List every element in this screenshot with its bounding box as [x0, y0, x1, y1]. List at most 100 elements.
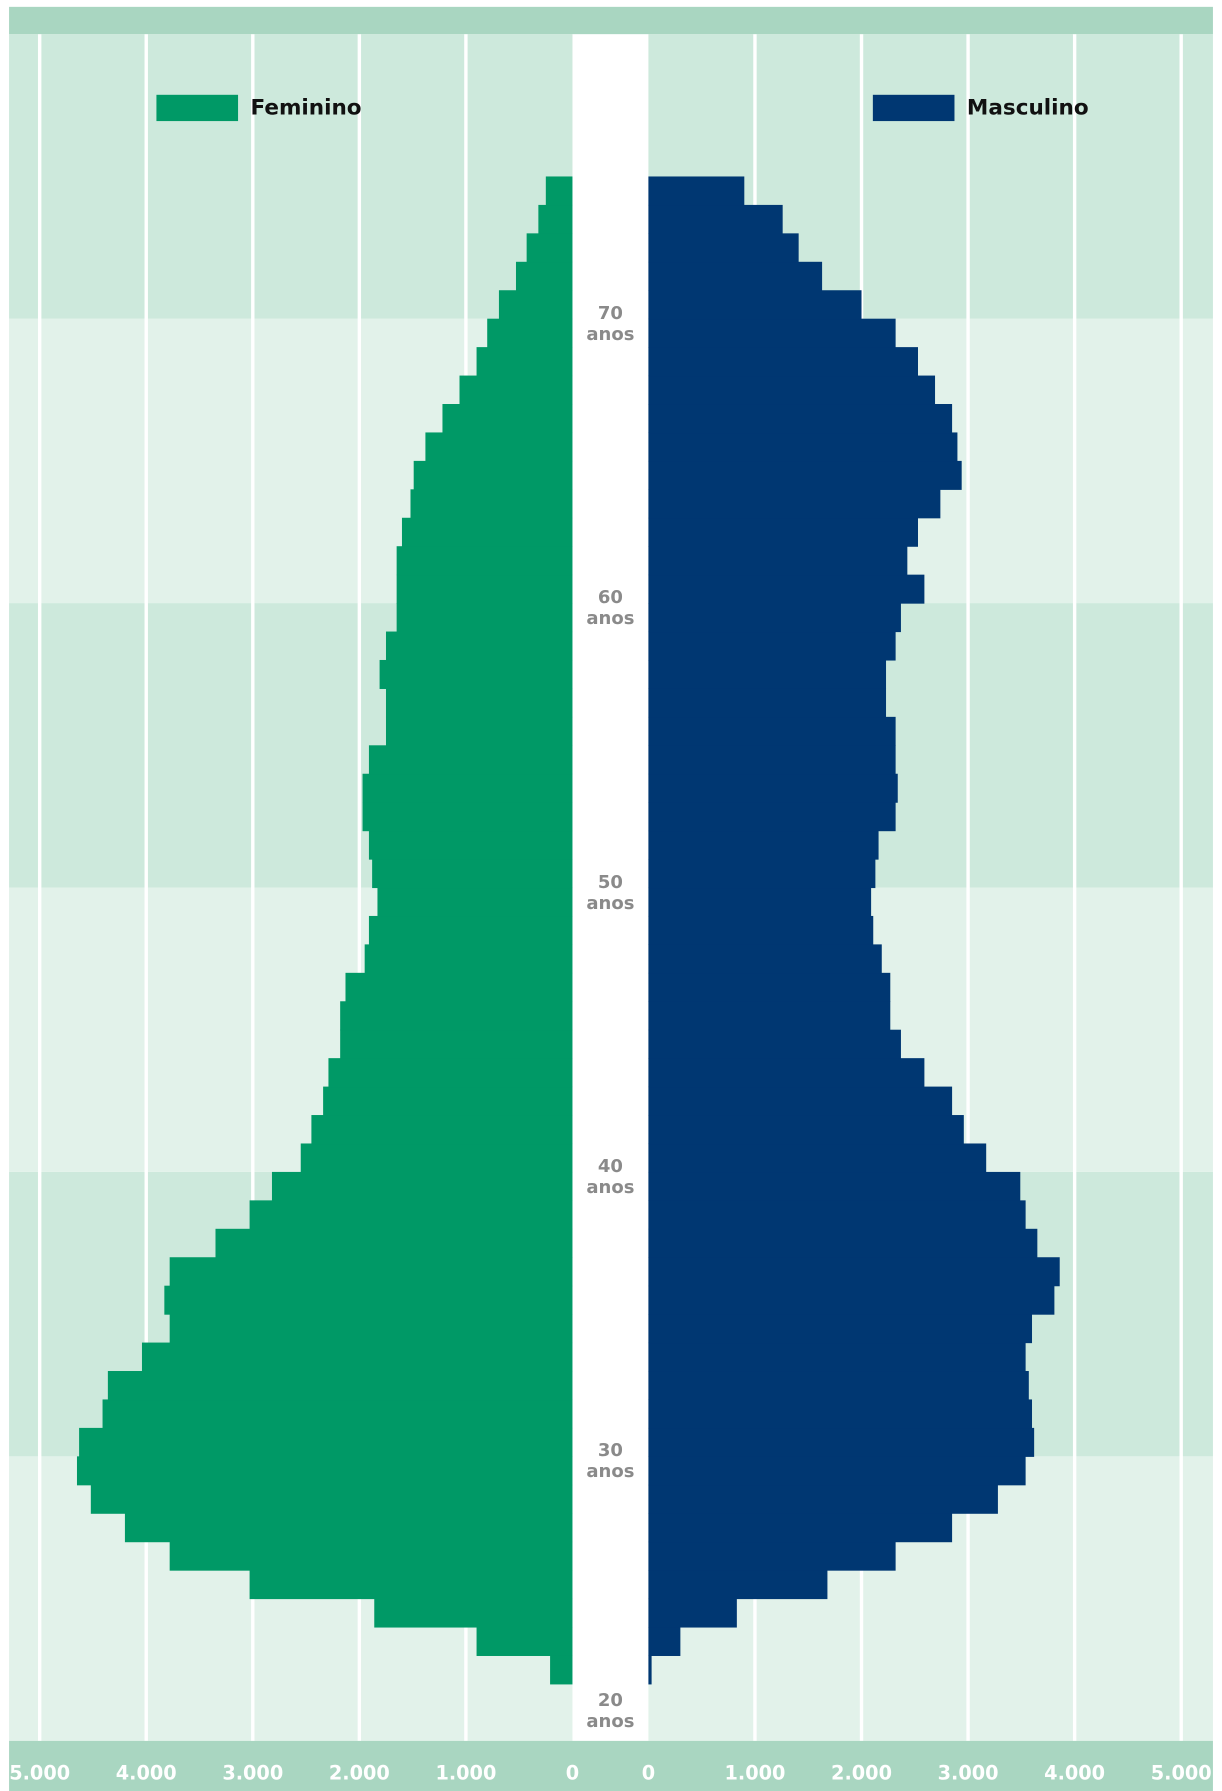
- x-tick-label: 2.000: [329, 1761, 390, 1784]
- bar: [648, 1598, 737, 1628]
- bar: [124, 1513, 573, 1543]
- bar: [648, 375, 936, 405]
- x-tick-label: 5.000: [9, 1761, 70, 1784]
- bar: [311, 1115, 573, 1145]
- bar: [648, 944, 882, 974]
- bar: [164, 1285, 573, 1315]
- bar: [648, 261, 823, 291]
- bar: [648, 1115, 964, 1145]
- y-tick-label: 50 anos: [586, 871, 635, 914]
- bar: [648, 233, 799, 263]
- bar: [459, 375, 573, 405]
- legend-item: Feminino: [156, 94, 362, 122]
- bar: [425, 432, 573, 462]
- bar: [648, 176, 745, 206]
- bar: [107, 1371, 573, 1401]
- bar: [526, 233, 573, 263]
- bar: [249, 1200, 573, 1230]
- x-tick-label: 4.000: [116, 1761, 177, 1784]
- y-tick-label: 40 anos: [586, 1155, 635, 1198]
- bar: [550, 1655, 573, 1685]
- bar: [648, 1399, 1033, 1429]
- bar: [648, 859, 876, 889]
- y-tick-label: 20 anos: [586, 1690, 635, 1733]
- legend-swatch: [156, 94, 239, 122]
- bar: [648, 688, 887, 718]
- bar: [648, 659, 887, 689]
- bar: [648, 1029, 901, 1059]
- bar: [362, 802, 573, 832]
- bar: [515, 261, 573, 291]
- bar: [648, 1456, 1026, 1486]
- x-tick-label: 3.000: [938, 1761, 999, 1784]
- x-tick-label: 0: [566, 1761, 579, 1784]
- bar: [648, 745, 896, 775]
- bar: [368, 830, 573, 860]
- bar: [169, 1541, 573, 1571]
- top-strip: [9, 6, 1213, 35]
- bar: [401, 517, 573, 547]
- bar: [323, 1086, 573, 1116]
- bar: [385, 688, 573, 718]
- bar: [648, 1285, 1055, 1315]
- bar: [169, 1314, 573, 1344]
- legend-label: Feminino: [251, 95, 362, 120]
- bar: [648, 204, 783, 234]
- bar: [538, 204, 573, 234]
- bar: [648, 802, 896, 832]
- y-tick-label: 60 anos: [586, 587, 635, 630]
- x-tick-label: 5.000: [1151, 1761, 1212, 1784]
- bar: [648, 1427, 1035, 1457]
- y-tick-label: 30 anos: [586, 1440, 635, 1483]
- bar: [340, 1001, 573, 1031]
- bar: [379, 659, 573, 689]
- bar: [368, 915, 573, 945]
- bar: [215, 1228, 573, 1258]
- bar: [90, 1484, 573, 1514]
- legend-label: Masculino: [967, 95, 1089, 120]
- bar: [487, 318, 573, 348]
- x-tick-label: 2.000: [831, 1761, 892, 1784]
- bar: [648, 460, 962, 490]
- bar: [648, 1058, 925, 1088]
- bar: [648, 603, 901, 633]
- bar: [648, 773, 898, 803]
- bar: [545, 176, 573, 206]
- bar: [442, 404, 573, 434]
- bar: [476, 1626, 573, 1656]
- bar: [648, 404, 953, 434]
- bar: [300, 1143, 573, 1173]
- x-tick-label: 0: [642, 1761, 655, 1784]
- bar: [648, 290, 862, 320]
- bar: [364, 944, 573, 974]
- bar: [648, 1228, 1038, 1258]
- bar: [648, 1626, 681, 1656]
- bar: [648, 1342, 1026, 1372]
- bar: [648, 1655, 652, 1685]
- bar: [648, 972, 891, 1002]
- bar: [328, 1058, 573, 1088]
- bar: [498, 290, 573, 320]
- bar: [648, 830, 879, 860]
- bar: [368, 745, 573, 775]
- bottom-strip: [9, 1740, 1213, 1791]
- bar: [648, 1143, 987, 1173]
- bar: [249, 1570, 573, 1600]
- bar: [413, 460, 573, 490]
- x-tick-label: 1.000: [725, 1761, 786, 1784]
- center-band: [572, 34, 649, 1741]
- bar: [79, 1427, 573, 1457]
- bar: [396, 603, 573, 633]
- bar: [76, 1456, 573, 1486]
- legend-item: Masculino: [872, 94, 1089, 122]
- x-tick-label: 4.000: [1044, 1761, 1105, 1784]
- x-tick-label: 3.000: [222, 1761, 283, 1784]
- bar: [141, 1342, 573, 1372]
- bar: [648, 1086, 953, 1116]
- bar: [648, 716, 896, 746]
- y-tick-label: 70 anos: [586, 302, 635, 345]
- bar: [648, 347, 918, 377]
- legend-swatch: [872, 94, 955, 122]
- bar: [648, 631, 896, 661]
